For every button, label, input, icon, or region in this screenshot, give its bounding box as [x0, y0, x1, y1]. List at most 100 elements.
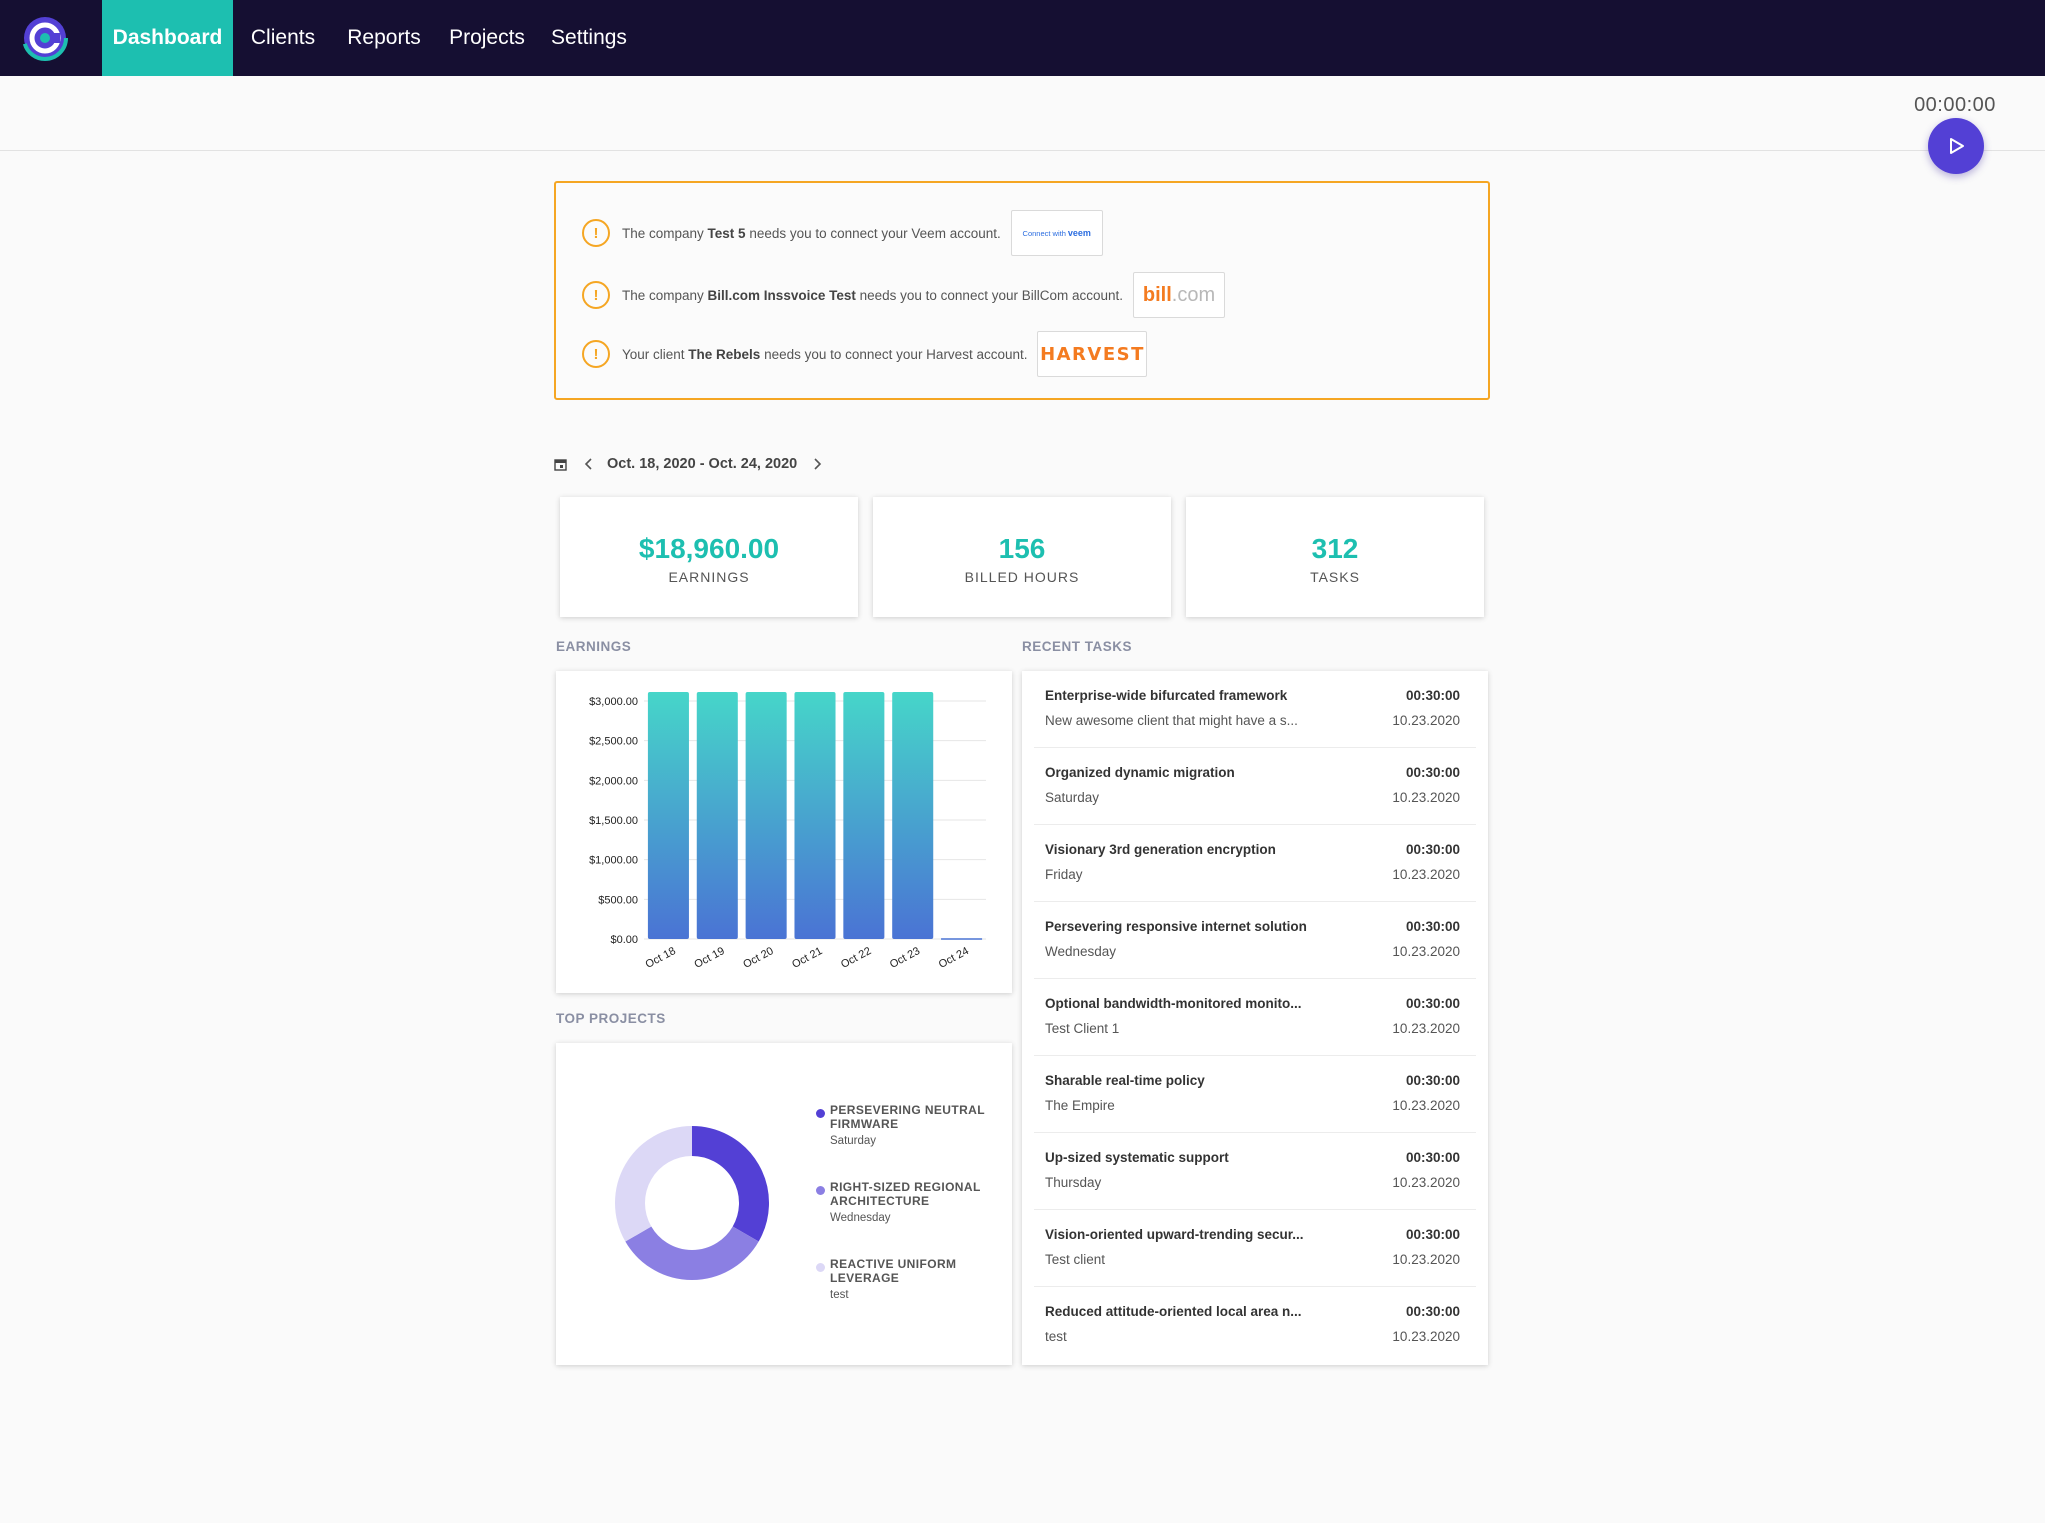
y-tick-label: $3,000.00 — [589, 696, 638, 708]
x-tick-label: Oct 22 — [839, 945, 873, 971]
x-tick-label: Oct 23 — [888, 945, 922, 971]
task-duration: 00:30:00 — [1405, 765, 1460, 780]
x-tick-label: Oct 20 — [741, 945, 775, 971]
task-duration: 00:30:00 — [1405, 1150, 1460, 1165]
donut-slice[interactable] — [615, 1126, 693, 1242]
y-tick-label: $2,000.00 — [589, 775, 638, 787]
nav-dashboard[interactable]: Dashboard — [102, 0, 233, 76]
nav-reports[interactable]: Reports — [347, 26, 421, 49]
task-row[interactable]: Organized dynamic migration Saturday 00:… — [1034, 748, 1476, 825]
earnings-chart-panel: $0.00 $500.00 $1,000.00 $1,500.00 $2,000.00 $… — [556, 671, 1012, 993]
task-duration: 00:30:00 — [1405, 1227, 1460, 1242]
earnings-bar[interactable] — [647, 692, 689, 939]
task-subtitle: The Empire — [1045, 1098, 1115, 1113]
task-subtitle: Test Client 1 — [1045, 1021, 1120, 1036]
task-title: Enterprise-wide bifurcated framework — [1045, 688, 1288, 703]
task-title: Reduced attitude-oriented local area n..… — [1045, 1304, 1302, 1319]
date-range-label: Oct. 18, 2020 - Oct. 24, 2020 — [607, 456, 798, 472]
earnings-bar[interactable] — [696, 692, 738, 939]
date-range-picker: Oct. 18, 2020 - Oct. 24, 2020 — [554, 452, 825, 476]
recent-tasks-panel: Enterprise-wide bifurcated framework New… — [1022, 671, 1488, 1365]
app-logo[interactable] — [22, 15, 68, 61]
task-date: 10.23.2020 — [1392, 1098, 1460, 1113]
task-subtitle: Test client — [1045, 1252, 1106, 1267]
task-subtitle: New awesome client that might have a s..… — [1045, 713, 1298, 728]
connect-harvest-button[interactable]: HARVEST — [1037, 331, 1148, 377]
task-row[interactable]: Reduced attitude-oriented local area n..… — [1034, 1287, 1476, 1364]
earnings-bar[interactable] — [892, 692, 934, 939]
play-icon — [1950, 138, 1964, 154]
task-subtitle: Saturday — [1045, 790, 1100, 805]
nav-settings[interactable]: Settings — [551, 26, 627, 49]
task-title: Up-sized systematic support — [1045, 1150, 1229, 1165]
task-duration: 00:30:00 — [1405, 1073, 1460, 1088]
earnings-section-title: EARNINGS — [556, 639, 632, 654]
x-tick-label: Oct 18 — [644, 945, 678, 971]
donut-slice[interactable] — [625, 1225, 759, 1280]
task-title: Visionary 3rd generation encryption — [1045, 842, 1276, 857]
task-date: 10.23.2020 — [1392, 944, 1460, 959]
warning-icon: ! — [582, 281, 610, 309]
task-date: 10.23.2020 — [1392, 713, 1460, 728]
earnings-label: EARNINGS — [668, 569, 750, 585]
billed-hours-value: 156 — [998, 533, 1046, 564]
y-tick-label: $1,500.00 — [589, 815, 638, 827]
task-row[interactable]: Sharable real-time policy The Empire 00:… — [1034, 1056, 1476, 1133]
task-date: 10.23.2020 — [1392, 790, 1460, 805]
integration-alerts: ! The company Test 5 needs you to connec… — [554, 181, 1490, 400]
play-timer-button[interactable] — [1928, 118, 1984, 174]
task-row[interactable]: Persevering responsive internet solution… — [1034, 902, 1476, 979]
connect-veem-button[interactable]: Connect with veem — [1010, 210, 1103, 256]
task-title: Optional bandwidth-monitored monito... — [1045, 996, 1302, 1011]
earnings-bar[interactable] — [745, 692, 787, 939]
legend-label: RIGHT-SIZED REGIONAL ARCHITECTURE — [830, 1180, 981, 1208]
task-duration: 00:30:00 — [1405, 1304, 1460, 1319]
warning-icon: ! — [582, 340, 610, 368]
task-row[interactable]: Optional bandwidth-monitored monito... T… — [1034, 979, 1476, 1056]
alert-veem: ! The company Test 5 needs you to connec… — [582, 210, 1103, 256]
task-row[interactable]: Enterprise-wide bifurcated framework New… — [1034, 671, 1476, 748]
task-row[interactable]: Vision-oriented upward-trending secur...… — [1034, 1210, 1476, 1287]
earnings-bar[interactable] — [794, 692, 836, 939]
task-subtitle: Thursday — [1045, 1175, 1102, 1190]
nav-projects[interactable]: Projects — [449, 26, 525, 49]
earnings-bar-chart: $0.00 $500.00 $1,000.00 $1,500.00 $2,000.00 $… — [589, 692, 986, 971]
legend-sub: Wednesday — [830, 1212, 891, 1224]
task-date: 10.23.2020 — [1392, 1175, 1460, 1190]
nav-clients[interactable]: Clients — [250, 26, 316, 49]
donut-slice[interactable] — [691, 1126, 769, 1242]
billed-hours-label: BILLED HOURS — [964, 569, 1080, 585]
task-row[interactable]: Up-sized systematic support Thursday 00:… — [1034, 1133, 1476, 1210]
task-title: Sharable real-time policy — [1045, 1073, 1205, 1088]
top-projects-section-title: TOP PROJECTS — [556, 1011, 666, 1026]
calendar-icon[interactable] — [554, 458, 567, 471]
task-date: 10.23.2020 — [1392, 1021, 1460, 1036]
next-week-chevron-icon[interactable] — [809, 456, 825, 472]
legend-label: PERSEVERING NEUTRAL FIRMWARE — [830, 1103, 985, 1131]
tasks-label: TASKS — [1310, 569, 1360, 585]
task-subtitle: Wednesday — [1045, 944, 1117, 959]
task-duration: 00:30:00 — [1405, 688, 1460, 703]
top-projects-panel: PERSEVERING NEUTRAL FIRMWARE Saturday RI… — [556, 1043, 1012, 1365]
alert-billcom: ! The company Bill.com Inssvoice Test ne… — [582, 272, 1226, 318]
legend-sub: test — [830, 1289, 849, 1301]
task-row[interactable]: Visionary 3rd generation encryption Frid… — [1034, 825, 1476, 902]
legend-dot — [816, 1186, 825, 1195]
earnings-value: $18,960.00 — [638, 533, 780, 564]
billed-hours-stat-card: 156 BILLED HOURS — [873, 497, 1171, 617]
y-tick-label: $1,000.00 — [589, 855, 638, 867]
tasks-value: 312 — [1311, 533, 1359, 564]
task-subtitle: Friday — [1045, 867, 1083, 882]
legend-dot — [816, 1109, 825, 1118]
top-projects-donut-chart — [615, 1126, 769, 1280]
connect-billcom-button[interactable]: bill .com — [1133, 272, 1226, 318]
earnings-bar[interactable] — [843, 692, 885, 939]
x-tick-label: Oct 21 — [790, 945, 824, 971]
task-date: 10.23.2020 — [1392, 1252, 1460, 1267]
alert-text: The company Bill.com Inssvoice Test need… — [622, 287, 1124, 303]
previous-week-chevron-icon[interactable] — [581, 456, 597, 472]
recent-tasks-section-title: RECENT TASKS — [1022, 639, 1133, 654]
legend-label: REACTIVE UNIFORM LEVERAGE — [830, 1257, 957, 1285]
legend-sub: Saturday — [830, 1135, 877, 1147]
x-tick-label: Oct 24 — [937, 945, 971, 971]
